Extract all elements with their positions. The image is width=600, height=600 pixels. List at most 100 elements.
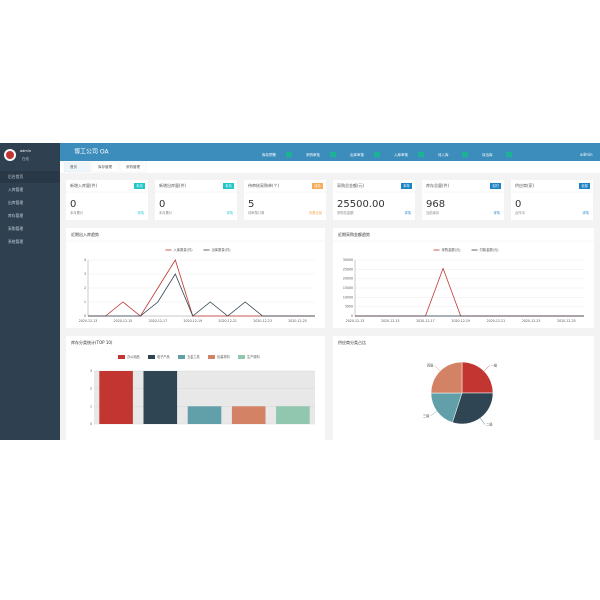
nav-item[interactable]: 入库管理: [8, 187, 23, 192]
card-title: 新增入库量(件): [70, 182, 98, 188]
legend-label: 生产原料: [247, 354, 261, 359]
card-note: 待审核订单: [248, 210, 265, 215]
nav-item[interactable]: 后台首页: [8, 174, 23, 179]
tab-bar: [60, 161, 600, 173]
y-tick-label: 3: [90, 369, 92, 373]
x-tick-label: 2020-12-23: [253, 319, 272, 323]
y-tick-label: 2: [84, 286, 86, 290]
bar[interactable]: [143, 371, 178, 424]
tab[interactable]: [91, 161, 119, 173]
header-user: admin: [580, 152, 593, 157]
card-link[interactable]: 详情: [582, 210, 589, 215]
legend-label: 出库数量(件): [212, 247, 231, 252]
card-badge: 本年: [403, 183, 410, 188]
app-title: 博工公司 OA: [74, 148, 110, 156]
bar[interactable]: [231, 406, 266, 424]
user-status: 在线: [22, 156, 29, 161]
tab-label[interactable]: 首页: [70, 164, 77, 169]
x-tick-label: 2020-12-23: [522, 319, 541, 323]
y-tick-label: 0: [351, 314, 353, 318]
sidebar: [0, 143, 60, 440]
y-tick-label: 5000: [345, 305, 353, 309]
slice-label: 二级: [486, 422, 493, 427]
legend-label: 付款金额(元): [480, 247, 499, 252]
pie-slice[interactable]: [430, 392, 463, 423]
legend-label: 包装材料: [217, 354, 231, 359]
header-menu[interactable]: 入库审核: [394, 152, 408, 157]
legend-swatch: [238, 355, 245, 359]
x-tick-label: 2020-12-21: [218, 319, 237, 323]
card-link[interactable]: 查看全部: [309, 210, 323, 215]
menu-badge: [462, 152, 468, 157]
header-menu[interactable]: 待出库: [482, 152, 493, 157]
card-badge: 待办: [314, 183, 321, 188]
slice-label: 四级: [427, 362, 434, 367]
x-tick-label: 2020-12-25: [288, 319, 307, 323]
y-tick-label: 4: [84, 258, 86, 262]
y-tick-label: 2: [90, 387, 92, 391]
y-tick-label: 20000: [343, 277, 353, 281]
card-badge-bg: [223, 183, 234, 189]
y-tick-label: 1: [90, 404, 92, 408]
card-link[interactable]: 详情: [226, 210, 233, 215]
card-badge-bg: [579, 183, 590, 189]
label-leader: [430, 411, 438, 417]
card-link[interactable]: 详情: [404, 210, 411, 215]
x-tick-label: 2020-12-25: [557, 319, 576, 323]
tab-label[interactable]: 采购管理: [126, 164, 140, 169]
card-note: 本月累计: [70, 210, 84, 215]
nav-item[interactable]: 库存管理: [8, 213, 23, 218]
card-link[interactable]: 详情: [493, 210, 500, 215]
bar[interactable]: [187, 406, 222, 424]
tab-label[interactable]: 库存管理: [98, 164, 112, 169]
x-tick-label: 2020-12-19: [184, 319, 203, 323]
bar[interactable]: [99, 371, 133, 424]
card-value: 25500.00: [337, 199, 385, 210]
card-value: 0: [70, 199, 76, 210]
data-line: [88, 273, 315, 317]
card-badge-bg: [401, 183, 412, 189]
nav-item[interactable]: 出库管理: [8, 200, 23, 205]
slice-label: 三级: [423, 413, 430, 418]
tab[interactable]: [119, 161, 147, 173]
chart-title: 近期采购金额趋势: [338, 231, 370, 237]
legend-label: 五金工具: [187, 354, 201, 359]
user-name: admin: [20, 149, 31, 153]
label-leader: [483, 365, 490, 372]
y-tick-label: 15000: [343, 286, 353, 290]
card-value: 0: [159, 199, 165, 210]
chart-panel: [333, 228, 594, 328]
header-menu[interactable]: 采购审批: [306, 152, 320, 157]
card-title: 待审核采购单(个): [248, 182, 280, 188]
chart-title: 供应商分类占比: [338, 339, 366, 345]
nav-item[interactable]: 采购管理: [8, 226, 23, 231]
pie-slice[interactable]: [430, 361, 463, 394]
y-tick-label: 1: [84, 300, 86, 304]
bar[interactable]: [276, 406, 310, 424]
chart-title: 库存分类统计(TOP 10): [71, 339, 113, 345]
legend-swatch: [178, 355, 185, 359]
header-menu[interactable]: 库存预警: [262, 152, 276, 157]
slice-label: 一级: [491, 362, 498, 367]
menu-badge: [418, 152, 424, 157]
card-link[interactable]: 详情: [137, 210, 144, 215]
label-leader: [434, 365, 441, 372]
legend-swatch: [208, 355, 215, 359]
legend-swatch: [148, 355, 155, 359]
y-tick-label: 0: [90, 422, 92, 426]
card-value: 0: [515, 199, 521, 210]
pie-slice[interactable]: [452, 392, 494, 425]
x-tick-label: 2020-12-15: [381, 319, 400, 323]
header-menu[interactable]: 出库审核: [350, 152, 364, 157]
x-tick-label: 2020-12-13: [79, 319, 98, 323]
nav-item[interactable]: 系统管理: [8, 239, 23, 244]
tab[interactable]: [63, 161, 91, 173]
header-menu[interactable]: 待入库: [438, 152, 449, 157]
card-title: 新增出库量(件): [159, 182, 187, 188]
pie-slice[interactable]: [461, 361, 494, 394]
card-note: 当前库存: [426, 210, 440, 215]
y-tick-label: 3: [84, 272, 86, 276]
card-badge: 全部: [581, 183, 588, 188]
chart-title: 近期出入库趋势: [71, 231, 99, 237]
card-badge-bg: [490, 183, 501, 189]
